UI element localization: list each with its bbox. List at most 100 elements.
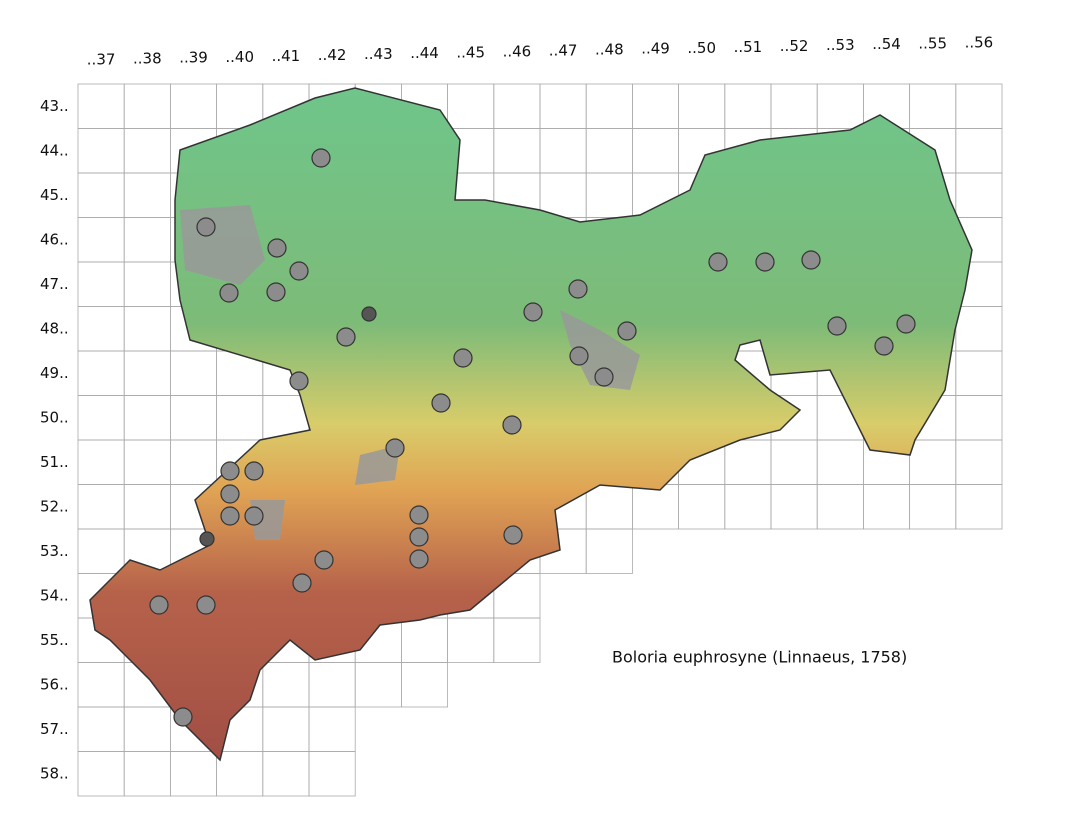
grid-cell [216, 395, 264, 441]
grid-cell [724, 484, 772, 530]
column-label: ..47 [549, 42, 578, 60]
grid-cell [955, 306, 1003, 352]
column-label: ..46 [503, 42, 532, 60]
record-dot [617, 321, 637, 341]
record-dot [568, 279, 588, 299]
grid-cell [77, 484, 125, 530]
record-dot [409, 527, 429, 547]
grid-cell [216, 751, 264, 797]
grid-cell [308, 706, 356, 752]
grid-cell [816, 83, 864, 129]
grid-cell [585, 172, 633, 218]
record-dot [874, 336, 894, 356]
grid-cell [169, 439, 217, 485]
grid-cell [123, 484, 171, 530]
grid-cell [955, 439, 1003, 485]
species-label: Boloria euphrosyne (Linnaeus, 1758) [612, 648, 907, 667]
column-label: ..51 [734, 38, 763, 56]
grid-cell [77, 706, 125, 752]
row-label: 45.. [40, 186, 69, 204]
grid-cell [539, 172, 587, 218]
column-label: ..50 [687, 39, 716, 57]
record-dot [292, 573, 312, 593]
grid-cell [585, 528, 633, 574]
column-label: ..54 [872, 35, 901, 53]
grid-cell [169, 751, 217, 797]
grid-cell [123, 217, 171, 263]
record-dot [801, 250, 821, 270]
grid-cell [123, 706, 171, 752]
column-label: ..55 [918, 34, 947, 52]
grid-cell [400, 617, 448, 663]
record-dot [409, 505, 429, 525]
column-label: ..56 [965, 33, 994, 51]
grid-cell [816, 484, 864, 530]
grid-cell [308, 751, 356, 797]
record-dot [569, 346, 589, 366]
record-dot [361, 306, 377, 322]
grid-cell [77, 83, 125, 129]
row-label: 54.. [40, 586, 69, 604]
grid-cell [123, 83, 171, 129]
grid-cell [123, 439, 171, 485]
record-dot [336, 327, 356, 347]
grid-cell [863, 484, 911, 530]
row-label: 55.. [40, 631, 69, 649]
grid-cell [77, 261, 125, 307]
grid-cell [585, 83, 633, 129]
record-dot [409, 549, 429, 569]
records [149, 148, 916, 727]
grid-cell [909, 484, 957, 530]
record-dot [594, 367, 614, 387]
record-dot [149, 595, 169, 615]
record-dot [311, 148, 331, 168]
grid-cell [77, 662, 125, 708]
grid-cell [632, 83, 680, 129]
row-label: 53.. [40, 542, 69, 560]
grid-cell [77, 350, 125, 396]
column-label: ..39 [179, 49, 208, 67]
grid-cell [77, 306, 125, 352]
record-dot [196, 595, 216, 615]
grid-cell [770, 439, 818, 485]
record-dot [385, 438, 405, 458]
row-label: 57.. [40, 720, 69, 738]
column-label: ..42 [318, 46, 347, 64]
grid-cell [447, 83, 495, 129]
grid-cell [123, 751, 171, 797]
column-label: ..48 [595, 41, 624, 59]
column-label: ..40 [225, 48, 254, 66]
column-label: ..38 [133, 50, 162, 68]
grid-cell [308, 662, 356, 708]
column-label: ..45 [456, 43, 485, 61]
grid-cell [955, 350, 1003, 396]
grid-cell [77, 217, 125, 263]
row-label: 46.. [40, 230, 69, 248]
record-dot [244, 461, 264, 481]
record-dot [196, 217, 216, 237]
grid-cell [77, 395, 125, 441]
column-label: ..43 [364, 45, 393, 63]
record-dot [220, 484, 240, 504]
grid-cell [770, 484, 818, 530]
row-label: 58.. [40, 764, 69, 782]
record-dot [199, 531, 215, 547]
row-label: 56.. [40, 675, 69, 693]
grid-cell [123, 172, 171, 218]
record-dot [219, 283, 239, 303]
grid-cell [123, 128, 171, 174]
grid-cell [447, 617, 495, 663]
grid-cell [123, 395, 171, 441]
row-label: 49.. [40, 364, 69, 382]
grid-cell [770, 83, 818, 129]
record-dot [523, 302, 543, 322]
column-label: ..44 [410, 44, 439, 62]
grid-cell [493, 128, 541, 174]
record-dot [173, 707, 193, 727]
record-dot [503, 525, 523, 545]
grid-cell [632, 484, 680, 530]
column-label: ..53 [826, 36, 855, 54]
grid-cell [77, 751, 125, 797]
record-dot [708, 252, 728, 272]
record-dot [267, 238, 287, 258]
